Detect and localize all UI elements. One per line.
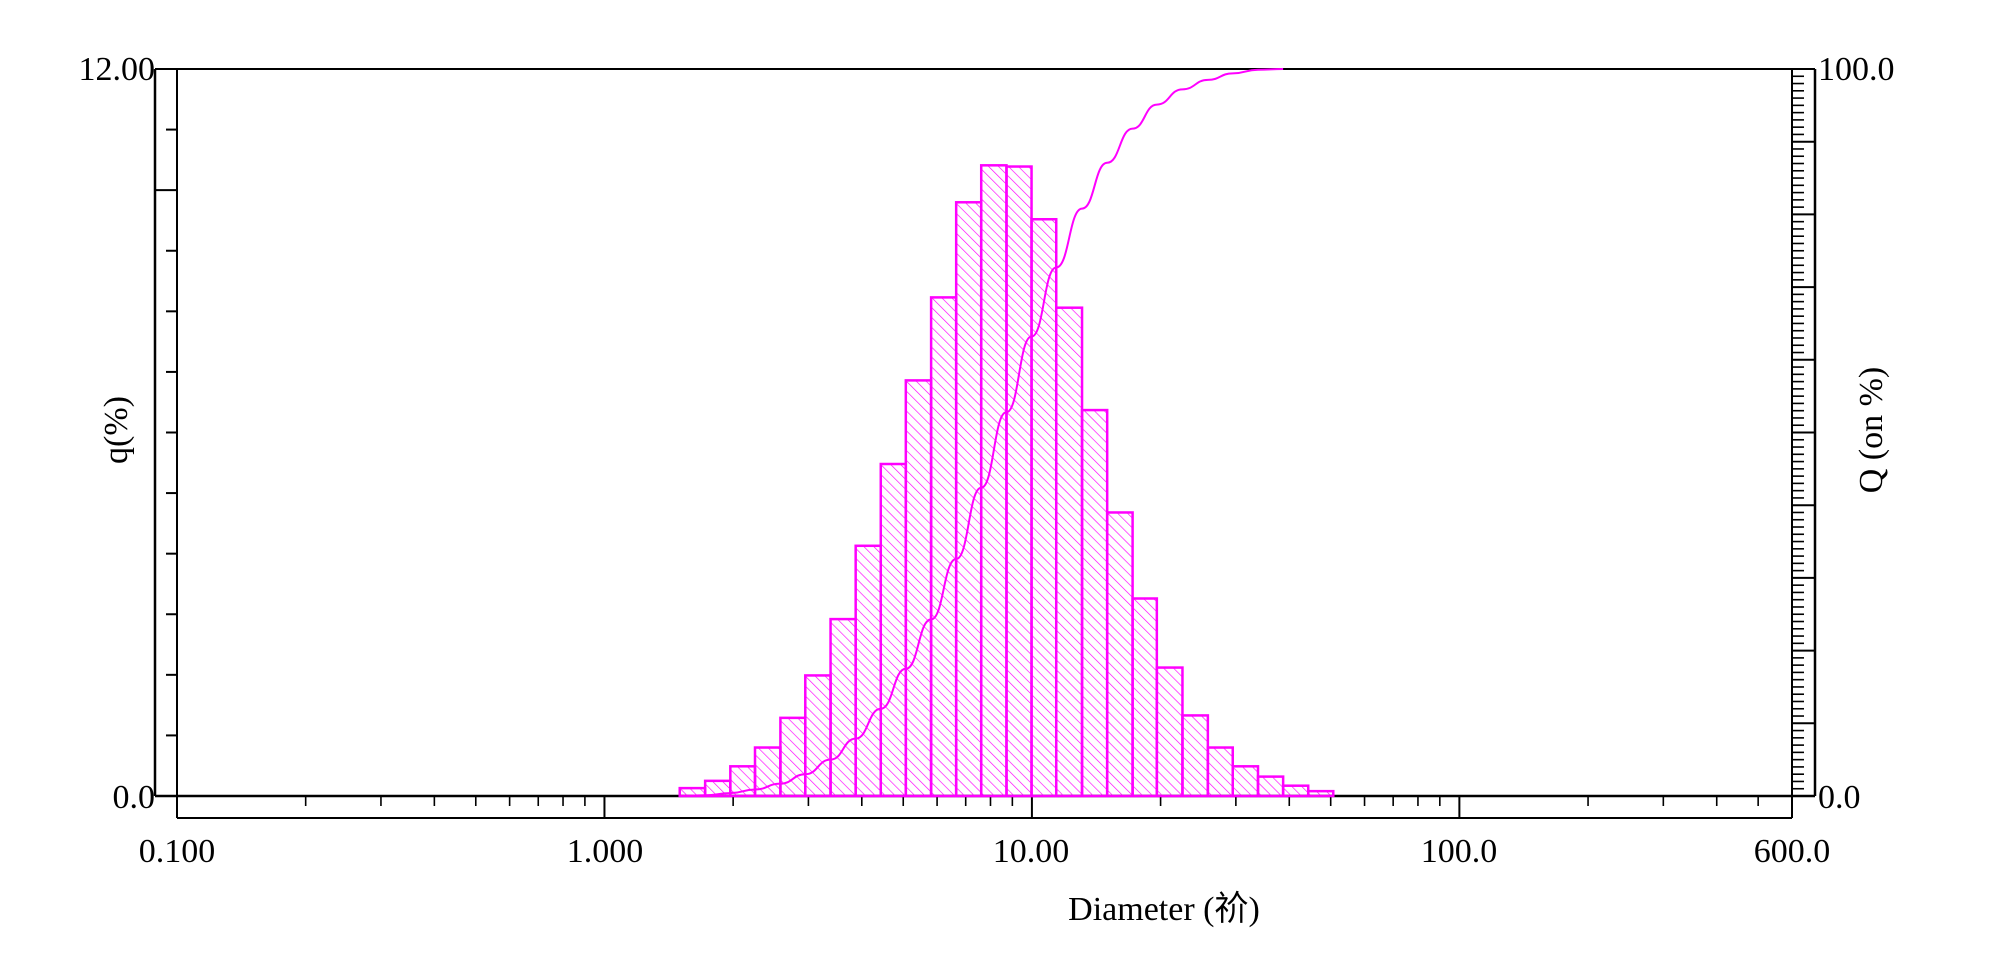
histogram-bar: [1005, 165, 1033, 798]
histogram-bar: [954, 201, 983, 798]
histogram-bar: [1206, 746, 1234, 798]
x-axis-label: Diameter (祄): [1068, 890, 1260, 928]
histogram-bar: [1155, 666, 1184, 798]
histogram-bar: [1306, 789, 1335, 798]
histogram-bar: [779, 716, 807, 798]
histogram-bar: [804, 674, 832, 798]
x-tick-label: 10.00: [993, 833, 1070, 870]
histogram-bar: [1131, 597, 1159, 798]
histogram-bar: [1030, 217, 1058, 798]
x-tick-label: 600.0: [1754, 833, 1831, 870]
histogram-bar: [1181, 714, 1210, 798]
histogram-bar: [1054, 306, 1084, 798]
x-tick-label: 100.0: [1421, 833, 1498, 870]
histogram-bars: [678, 164, 1335, 798]
histogram-bar: [829, 617, 857, 798]
x-tick-label: 0.100: [139, 833, 216, 870]
y-axis-label: q(%): [98, 396, 135, 464]
y2-axis-label: Q (on %): [1853, 367, 1890, 494]
cumulative-curve: [679, 68, 1284, 797]
histogram-bar: [979, 164, 1008, 798]
y2-tick-label-min: 0.0: [1818, 779, 1861, 816]
histogram-bar: [1256, 775, 1285, 798]
histogram-bar: [1105, 511, 1134, 798]
y-tick-label-min: 0.0: [113, 779, 156, 816]
cumulative-line: [679, 68, 1284, 797]
histogram-bar: [904, 379, 933, 798]
x-tick-label: 1.000: [567, 833, 644, 870]
histogram-bar: [1231, 765, 1260, 798]
y-tick-label-max: 12.00: [79, 51, 156, 88]
histogram-bar: [879, 462, 908, 798]
histogram-bar: [1080, 408, 1109, 798]
y2-tick-label-max: 100.0: [1818, 51, 1895, 88]
histogram-bar: [1281, 784, 1310, 798]
histogram-bar: [929, 296, 958, 798]
histogram-bar: [854, 544, 883, 798]
